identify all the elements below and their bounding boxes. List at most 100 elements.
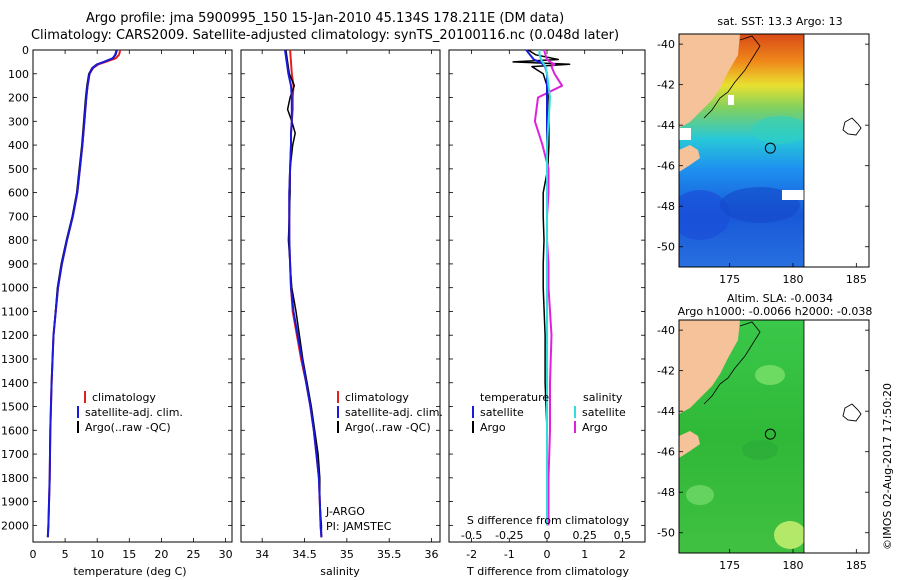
sla-high-patch (686, 485, 714, 505)
land-south-island (679, 431, 700, 458)
map-y-tick-label: -40 (657, 324, 675, 337)
land-south-island (679, 145, 700, 172)
map-y-tick-label: -40 (657, 38, 675, 51)
y-tick-label: 1900 (1, 496, 29, 509)
map-y-tick-label: -46 (657, 446, 675, 459)
sla-map: 175 180 185 -40 -42 -44 -46 -48 -50 (657, 319, 870, 572)
missing-data-patch (728, 95, 734, 105)
salinity-xlabel: salinity (320, 565, 360, 578)
bathymetry-contour (703, 35, 761, 119)
legend-label-s-satellite: satellite (582, 406, 626, 419)
difference-legend: temperature satellite Argo salinity sate… (472, 391, 626, 434)
legend-label-satellite: satellite-adj. clim. (345, 406, 443, 419)
map-y-tick-label: -48 (657, 200, 675, 213)
x-tick-label: 1 (581, 548, 588, 561)
x-tick-label: -1 (504, 548, 515, 561)
y-tick-label: 200 (8, 92, 29, 105)
y-tick-label: 1500 (1, 401, 29, 414)
difference-xlabel-top: S difference from climatology (467, 514, 630, 527)
imos-stamp: ©IMOS 02-Aug-2017 17:50:20 (881, 383, 894, 550)
x-tick-label: 36 (425, 548, 439, 561)
x-tick-label: 35 (340, 548, 354, 561)
salinity-legend: climatology satellite-adj. clim. Argo(..… (325, 391, 443, 533)
x-tick-label: 2 (619, 548, 626, 561)
map-x-tick-label: 175 (719, 273, 740, 286)
land-north-island (679, 320, 740, 414)
map-y-tick-label: -44 (657, 119, 675, 132)
legend-label-climatology: climatology (345, 391, 409, 404)
s-diff-tick-label: -0.5 (461, 529, 482, 542)
sla-map-subtitle: Argo h1000: -0.0066 h2000: -0.038 (677, 305, 873, 318)
map-x-tick-label: 185 (846, 273, 867, 286)
map-y-tick-label: -44 (657, 405, 675, 418)
y-tick-label: 600 (8, 187, 29, 200)
legend-label-t-satellite: satellite (480, 406, 524, 419)
x-tick-label: 5 (62, 548, 69, 561)
salinity-series-satellite (284, 49, 323, 538)
sla-map-frame (678, 319, 870, 554)
legend-label-satellite: satellite-adj. clim. (85, 406, 183, 419)
x-tick-label: 34.5 (292, 548, 317, 561)
map-y-tick-label: -42 (657, 79, 675, 92)
y-tick-label: 0 (22, 44, 29, 57)
y-tick-label: 300 (8, 115, 29, 128)
s-diff-tick-label: 0.25 (572, 529, 597, 542)
s-diff-tick-label: 0.5 (614, 529, 632, 542)
land-north-island (679, 34, 740, 128)
y-tick-label: 1000 (1, 282, 29, 295)
y-tick-label: 700 (8, 210, 29, 223)
chatham-islands (842, 403, 862, 422)
x-tick-label: 0 (544, 548, 551, 561)
x-tick-label: 35.5 (377, 548, 402, 561)
map-y-tick-label: -50 (657, 241, 675, 254)
sst-map: 175 180 185 -40 -42 -44 -46 -48 -50 (657, 33, 870, 286)
missing-data-patch (679, 128, 691, 140)
legend-label-t-argo: Argo (480, 421, 506, 434)
map-x-tick-label: 180 (783, 559, 804, 572)
salinity-panel (240, 49, 441, 543)
legend-title-temperature: temperature (480, 391, 549, 404)
temperature-series-satellite (46, 49, 118, 538)
sla-high-patch (774, 521, 804, 549)
y-tick-label: 1600 (1, 424, 29, 437)
x-tick-label: 30 (219, 548, 233, 561)
temperature-panel (32, 49, 233, 543)
y-tick-label: 900 (8, 258, 29, 271)
y-tick-label: 100 (8, 68, 29, 81)
y-tick-label: 1100 (1, 305, 29, 318)
y-tick-label: 400 (8, 139, 29, 152)
y-tick-label: 500 (8, 163, 29, 176)
chatham-islands (842, 117, 862, 136)
x-tick-label: 15 (122, 548, 136, 561)
figure-title-line-2: Climatology: CARS2009. Satellite-adjuste… (30, 28, 620, 43)
sst-cool-patch (679, 190, 730, 240)
sst-warm-patch (752, 116, 804, 144)
legend-label-climatology: climatology (92, 391, 156, 404)
sla-map-title: Altim. SLA: -0.0034 (726, 292, 833, 305)
argo-position-marker (764, 428, 776, 440)
legend-label-s-argo: Argo (582, 421, 608, 434)
legend-label-argo: Argo(..raw -QC) (345, 421, 431, 434)
missing-data-patch (782, 190, 804, 200)
salinity-diff-satellite (538, 50, 551, 526)
map-y-tick-label: -42 (657, 365, 675, 378)
temperature-xlabel: temperature (deg C) (73, 565, 186, 578)
x-tick-label: 25 (186, 548, 200, 561)
legend-title-salinity: salinity (583, 391, 623, 404)
annotation-pi-jamstec: PI: JAMSTEC (326, 520, 392, 533)
y-tick-label: 1800 (1, 472, 29, 485)
x-tick-label: 20 (154, 548, 168, 561)
s-diff-tick-label: -0.25 (495, 529, 523, 542)
x-tick-label: 34 (255, 548, 269, 561)
sst-cool-patch (720, 187, 800, 223)
sla-low-patch (742, 440, 778, 460)
y-tick-label: 2000 (1, 519, 29, 532)
y-tick-label: 1200 (1, 329, 29, 342)
salinity-diff-argo (533, 49, 564, 526)
bathymetry-contour (703, 321, 761, 405)
map-x-tick-label: 175 (719, 559, 740, 572)
map-y-tick-label: -48 (657, 486, 675, 499)
x-tick-label: 10 (90, 548, 104, 561)
map-x-tick-label: 180 (783, 273, 804, 286)
